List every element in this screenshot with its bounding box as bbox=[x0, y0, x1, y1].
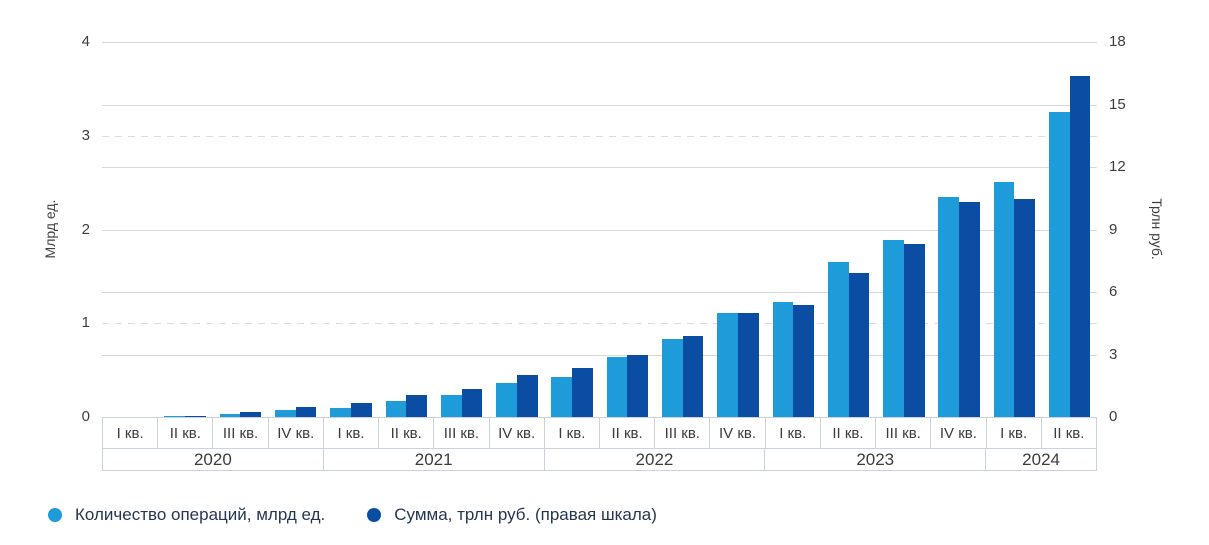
legend-item-sum: Сумма, трлн руб. (правая шкала) bbox=[367, 505, 657, 525]
quarter-label: II кв. bbox=[821, 418, 877, 448]
bar-sum-q4 bbox=[295, 406, 317, 417]
quarter-label: IV кв. bbox=[490, 418, 545, 448]
bar-count-q2 bbox=[164, 416, 186, 417]
gridline bbox=[102, 167, 1097, 168]
bar-sum-q2 bbox=[185, 416, 206, 417]
year-row: 2020 2021 2022 2023 2024 bbox=[103, 449, 1096, 470]
bar-sum-q18 bbox=[1069, 76, 1091, 417]
bar-count-q7 bbox=[440, 394, 462, 417]
bar-sum-q7 bbox=[461, 388, 483, 417]
quarter-label: III кв. bbox=[655, 418, 711, 448]
gridline bbox=[102, 104, 1097, 106]
bar-sum-q11 bbox=[682, 335, 704, 417]
bar-count-q18 bbox=[1048, 112, 1070, 417]
left-axis-title: Млрд ед. bbox=[42, 199, 58, 259]
bar-sum-q17 bbox=[1014, 199, 1036, 417]
bar-sum-q8 bbox=[516, 375, 538, 417]
quarter-label: II кв. bbox=[1053, 424, 1085, 442]
quarter-label: I кв. bbox=[545, 418, 600, 448]
left-axis-tick: 2 bbox=[81, 220, 90, 238]
legend-dot-icon bbox=[48, 508, 62, 522]
bar-count-q17 bbox=[993, 181, 1015, 417]
bar-count-q11 bbox=[661, 339, 683, 417]
legend-label: Количество операций, млрд ед. bbox=[75, 505, 326, 524]
year-label: 2021 bbox=[324, 449, 545, 470]
right-axis-tick: 18 bbox=[1109, 33, 1126, 50]
year-label: 2023 bbox=[765, 449, 987, 470]
bar-count-q3 bbox=[219, 414, 241, 417]
gridline-dashed bbox=[102, 135, 1097, 137]
bar-count-q10 bbox=[606, 357, 628, 417]
quarter-label: IV кв. bbox=[710, 418, 766, 448]
right-axis-title: Трлн руб. bbox=[1149, 198, 1165, 260]
right-axis-tick: 6 bbox=[1109, 283, 1118, 300]
quarter-label: I кв. bbox=[766, 418, 821, 448]
gridline-dashed bbox=[102, 323, 1097, 325]
legend: Количество операций, млрд ед. Сумма, трлн… bbox=[48, 505, 657, 525]
bar-sum-q9 bbox=[572, 368, 593, 417]
quarter-label: I кв. bbox=[987, 418, 1042, 448]
x-axis-table: I кв. II кв. III кв. IV кв. I кв. II кв. III к… bbox=[102, 417, 1097, 471]
bar-count-q4 bbox=[275, 410, 296, 417]
right-axis-tick: 12 bbox=[1109, 158, 1126, 175]
bar-count-q5 bbox=[330, 407, 352, 417]
plot-area bbox=[102, 42, 1097, 417]
left-axis-tick: 1 bbox=[81, 314, 90, 332]
quarter-label: II кв. bbox=[600, 418, 656, 448]
bar-sum-q12 bbox=[737, 312, 759, 417]
quarter-label: II кв. bbox=[158, 418, 214, 448]
year-label: 2024 bbox=[1022, 449, 1060, 469]
year-label: 2020 bbox=[103, 449, 324, 470]
bar-sum-q6 bbox=[406, 395, 428, 417]
bar-count-q6 bbox=[385, 401, 407, 417]
quarter-label: III кв. bbox=[876, 418, 932, 448]
gridline bbox=[102, 229, 1097, 231]
right-axis-tick: 15 bbox=[1109, 95, 1126, 113]
bar-sum-q16 bbox=[959, 202, 980, 417]
bar-sum-q14 bbox=[848, 273, 870, 417]
year-label: 2022 bbox=[545, 449, 766, 470]
bar-count-q8 bbox=[496, 383, 517, 417]
legend-item-count: Количество операций, млрд ед. bbox=[48, 505, 325, 525]
left-axis-tick: 0 bbox=[81, 408, 90, 425]
gridline bbox=[102, 292, 1097, 293]
quarter-label: III кв. bbox=[434, 418, 490, 448]
bar-sum-q5 bbox=[351, 403, 372, 417]
legend-dot-icon bbox=[367, 508, 382, 522]
right-axis-tick: 0 bbox=[1109, 408, 1118, 425]
bar-count-q16 bbox=[938, 196, 960, 417]
quarter-label: III кв. bbox=[213, 418, 269, 448]
quarter-label: I кв. bbox=[103, 418, 159, 448]
bar-sum-q3 bbox=[240, 411, 262, 417]
left-axis-tick: 4 bbox=[81, 33, 90, 50]
gridline bbox=[102, 42, 1097, 43]
quarter-label: II кв. bbox=[379, 418, 435, 448]
quarter-row: I кв. II кв. III кв. IV кв. I кв. II кв. III к… bbox=[103, 418, 1096, 449]
bar-sum-q15 bbox=[903, 244, 925, 417]
bar-count-q12 bbox=[717, 312, 738, 417]
bar-count-q13 bbox=[772, 301, 794, 417]
bar-sum-q10 bbox=[627, 354, 649, 417]
quarter-label: I кв. bbox=[324, 418, 380, 448]
gridline bbox=[102, 354, 1097, 356]
quarter-label: IV кв. bbox=[931, 418, 987, 448]
bar-sum-q13 bbox=[793, 304, 814, 417]
bar-count-q15 bbox=[883, 239, 904, 417]
quarter-label: IV кв. bbox=[269, 418, 324, 448]
bar-count-q9 bbox=[551, 376, 573, 417]
right-axis-tick: 3 bbox=[1109, 345, 1118, 363]
bar-count-q14 bbox=[827, 262, 849, 417]
legend-label: Сумма, трлн руб. (правая шкала) bbox=[394, 505, 657, 524]
left-axis-tick: 3 bbox=[81, 126, 90, 144]
right-axis-tick: 9 bbox=[1109, 220, 1118, 238]
